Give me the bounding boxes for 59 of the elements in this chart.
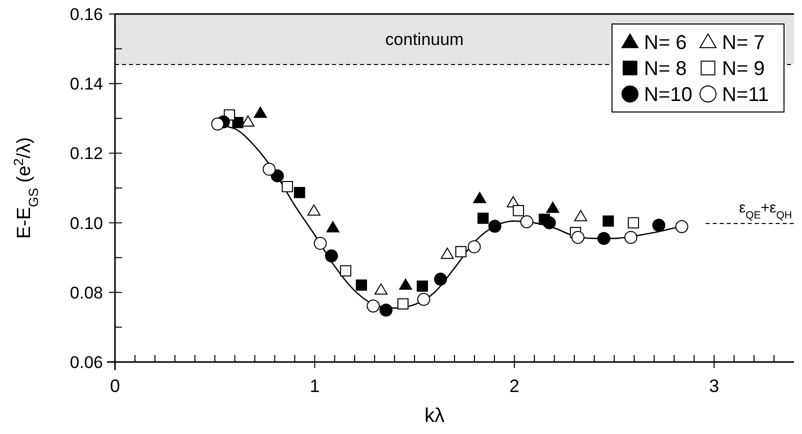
point <box>397 298 409 310</box>
y-tick-label: 0.08 <box>70 283 103 302</box>
point <box>602 215 614 227</box>
legend-label: N= 6 <box>644 32 687 54</box>
point <box>211 117 224 130</box>
legend-label: N=10 <box>644 84 692 106</box>
point <box>254 106 267 118</box>
point <box>416 280 428 292</box>
legend-label: N= 7 <box>722 32 765 54</box>
point <box>340 265 352 276</box>
point <box>520 215 534 228</box>
point <box>488 220 502 233</box>
point <box>294 186 306 198</box>
point <box>374 283 388 295</box>
point <box>270 169 284 182</box>
point <box>628 217 640 228</box>
point <box>546 202 560 213</box>
x-axis-title: kλ <box>424 405 444 427</box>
y-tick-label: 0.10 <box>70 214 103 233</box>
legend-label: N=11 <box>722 84 769 106</box>
y-tick-label: 0.16 <box>70 5 103 24</box>
y-tick-label: 0.06 <box>70 353 103 372</box>
point <box>366 299 380 312</box>
point <box>232 116 244 128</box>
legend-label: N= 9 <box>722 58 765 80</box>
point <box>477 212 489 224</box>
x-tick-label: 0 <box>110 376 120 396</box>
x-tick-label: 1 <box>310 376 320 396</box>
point <box>597 232 610 245</box>
band-label: continuum <box>385 30 464 50</box>
x-tick-label: 3 <box>709 376 720 396</box>
y-tick-label: 0.12 <box>70 144 103 164</box>
point <box>326 221 340 232</box>
point <box>455 246 466 258</box>
point <box>675 220 688 234</box>
point <box>624 230 638 244</box>
y-tick-label: 0.14 <box>70 74 103 94</box>
point <box>242 115 255 127</box>
point <box>314 236 327 250</box>
point <box>440 248 454 259</box>
point <box>282 181 293 192</box>
point <box>542 216 556 230</box>
point <box>399 278 412 290</box>
point <box>512 205 524 216</box>
point <box>473 192 486 204</box>
point <box>380 304 392 317</box>
point <box>262 162 276 176</box>
point <box>356 279 368 291</box>
point <box>417 292 430 306</box>
point <box>434 272 448 286</box>
x-tick-label: 2 <box>509 376 520 396</box>
point <box>324 249 338 262</box>
point <box>571 230 584 244</box>
point <box>652 218 666 232</box>
legend-label: N= 8 <box>644 58 687 80</box>
point <box>574 210 588 222</box>
ref-line-label: ε$_{QE}$+ε$_{QH}$ <box>738 199 792 222</box>
point <box>307 204 320 216</box>
point <box>468 240 481 254</box>
